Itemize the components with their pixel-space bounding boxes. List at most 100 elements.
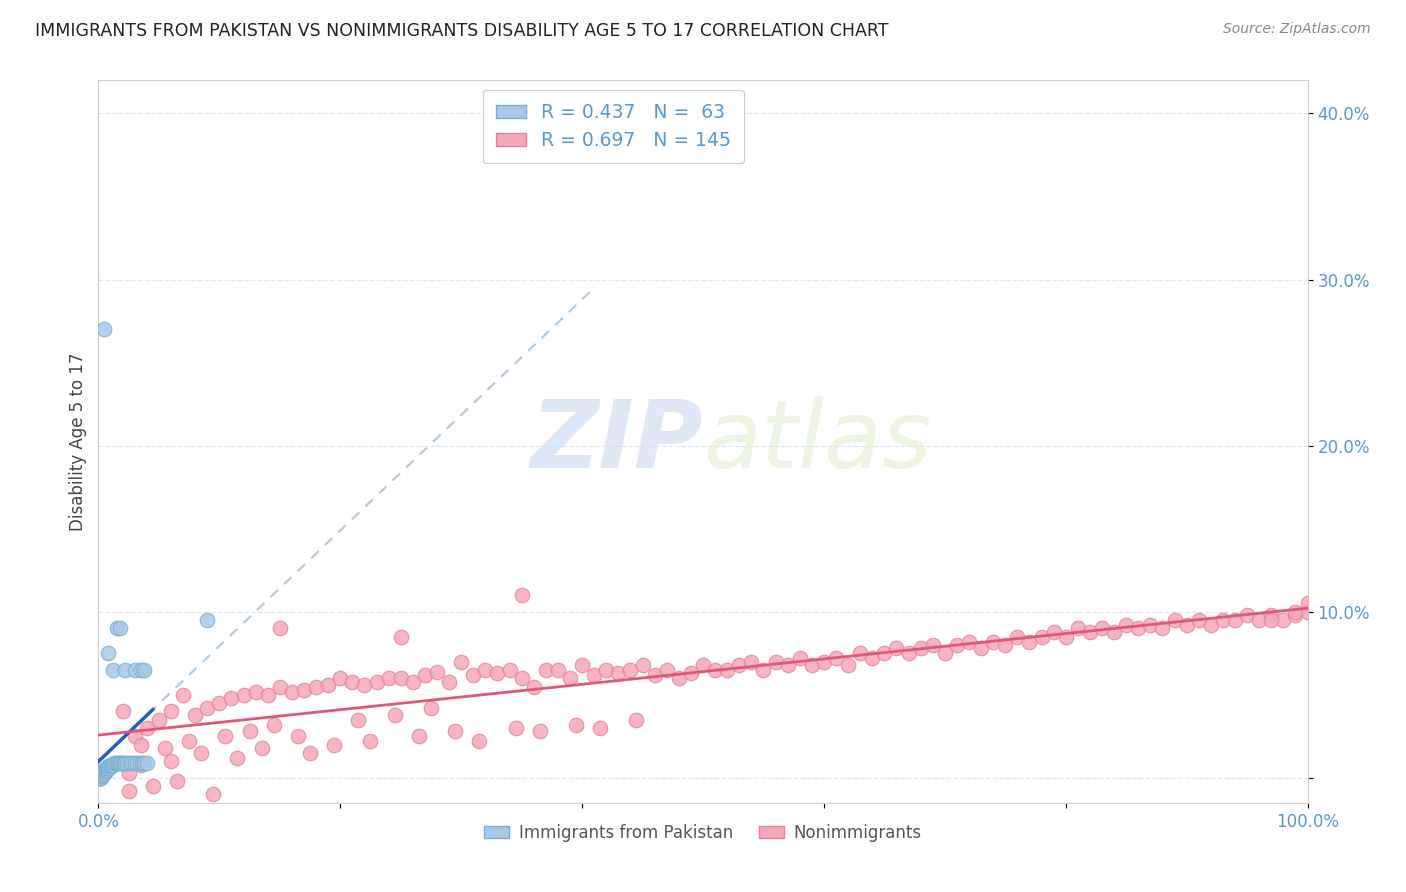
Point	[160, 754, 183, 768]
Point	[107, 756, 129, 770]
Point	[89, 765, 111, 780]
Point	[90, 771, 112, 785]
Point	[226, 751, 249, 765]
Point	[195, 613, 218, 627]
Point	[595, 663, 617, 677]
Point	[631, 657, 654, 672]
Point	[245, 684, 267, 698]
Point	[97, 646, 120, 660]
Point	[263, 717, 285, 731]
Point	[934, 646, 956, 660]
Point	[377, 671, 399, 685]
Point	[114, 756, 136, 770]
Point	[384, 707, 406, 722]
Point	[118, 784, 141, 798]
Point	[117, 756, 139, 770]
Point	[1284, 605, 1306, 619]
Point	[626, 713, 648, 727]
Point	[789, 651, 811, 665]
Point	[299, 746, 322, 760]
Point	[644, 668, 666, 682]
Point	[135, 721, 157, 735]
Point	[800, 657, 823, 672]
Point	[153, 741, 176, 756]
Point	[529, 724, 551, 739]
Point	[256, 688, 278, 702]
Point	[486, 666, 509, 681]
Point	[127, 756, 149, 770]
Point	[172, 688, 194, 702]
Point	[323, 738, 346, 752]
Point	[100, 759, 122, 773]
Point	[1152, 621, 1174, 635]
Point	[752, 663, 775, 677]
Point	[692, 657, 714, 672]
Point	[98, 759, 121, 773]
Point	[413, 668, 436, 682]
Point	[91, 767, 114, 781]
Point	[420, 701, 443, 715]
Point	[214, 730, 236, 744]
Point	[740, 655, 762, 669]
Point	[184, 707, 207, 722]
Point	[104, 756, 127, 770]
Point	[94, 764, 117, 779]
Point	[353, 678, 375, 692]
Point	[679, 666, 702, 681]
Point	[103, 756, 125, 770]
Point	[860, 651, 883, 665]
Point	[1272, 613, 1295, 627]
Point	[160, 705, 183, 719]
Point	[221, 691, 243, 706]
Point	[1042, 624, 1064, 639]
Point	[1284, 608, 1306, 623]
Point	[114, 663, 136, 677]
Point	[142, 779, 165, 793]
Point	[134, 756, 156, 770]
Point	[1175, 618, 1198, 632]
Point	[547, 663, 569, 677]
Point	[129, 757, 152, 772]
Point	[91, 764, 114, 779]
Text: Source: ZipAtlas.com: Source: ZipAtlas.com	[1223, 22, 1371, 37]
Point	[897, 646, 920, 660]
Text: IMMIGRANTS FROM PAKISTAN VS NONIMMIGRANTS DISABILITY AGE 5 TO 17 CORRELATION CHA: IMMIGRANTS FROM PAKISTAN VS NONIMMIGRANT…	[35, 22, 889, 40]
Point	[837, 657, 859, 672]
Point	[89, 767, 111, 781]
Point	[1031, 630, 1053, 644]
Point	[250, 741, 273, 756]
Point	[208, 696, 231, 710]
Point	[135, 756, 157, 770]
Point	[111, 705, 134, 719]
Point	[166, 774, 188, 789]
Point	[112, 756, 135, 770]
Point	[98, 761, 121, 775]
Point	[316, 678, 339, 692]
Point	[96, 761, 118, 775]
Point	[970, 641, 993, 656]
Point	[1139, 618, 1161, 632]
Point	[607, 666, 630, 681]
Point	[994, 638, 1017, 652]
Point	[1296, 605, 1319, 619]
Point	[190, 746, 212, 760]
Point	[292, 682, 315, 697]
Point	[873, 646, 896, 660]
Point	[450, 655, 472, 669]
Point	[946, 638, 969, 652]
Point	[124, 663, 146, 677]
Point	[179, 734, 201, 748]
Point	[1163, 613, 1185, 627]
Point	[118, 765, 141, 780]
Point	[366, 674, 388, 689]
Point	[655, 663, 678, 677]
Point	[96, 763, 118, 777]
Point	[287, 730, 309, 744]
Point	[89, 769, 111, 783]
Point	[668, 671, 690, 685]
Point	[957, 634, 980, 648]
Point	[589, 721, 612, 735]
Point	[90, 769, 112, 783]
Point	[269, 621, 291, 635]
Point	[704, 663, 727, 677]
